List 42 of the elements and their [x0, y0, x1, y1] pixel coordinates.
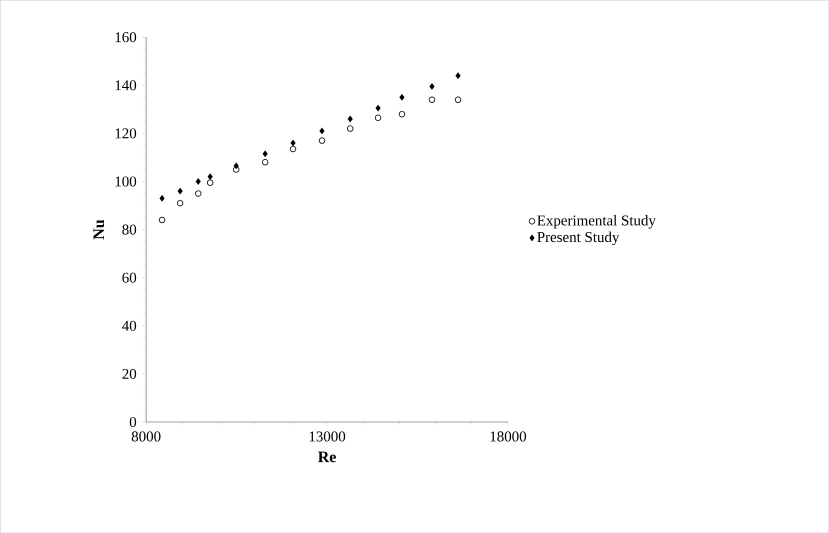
- y-axis-title: Nu: [94, 220, 104, 240]
- point: [319, 128, 325, 134]
- y-tick-label: 120: [116, 128, 136, 138]
- legend-label: Present Study: [537, 232, 620, 246]
- y-tick-label: 80: [122, 224, 136, 235]
- point: [195, 190, 202, 197]
- point: [178, 188, 183, 194]
- point: [399, 94, 405, 101]
- point: [318, 137, 326, 144]
- point: [428, 96, 436, 103]
- point: [206, 179, 214, 186]
- y-tick-label: 140: [116, 80, 136, 90]
- x-axis-title: Re: [318, 452, 336, 462]
- point: [158, 216, 166, 224]
- point: [454, 96, 462, 103]
- legend-label: Experimental Study: [537, 214, 656, 229]
- point: [374, 114, 382, 121]
- y-tick-label: 60: [122, 272, 136, 283]
- point: [429, 83, 435, 90]
- point: [375, 104, 381, 112]
- point: [196, 178, 201, 185]
- point: [262, 158, 268, 166]
- point: [348, 116, 353, 122]
- point: [290, 146, 296, 152]
- point: [234, 162, 239, 170]
- y-tick-label: 40: [122, 320, 136, 331]
- y-tick-label: 0: [130, 416, 136, 427]
- point: [347, 125, 354, 132]
- y-tick-label: 100: [116, 176, 136, 186]
- x-tick-label: 8000: [132, 431, 161, 442]
- point: [290, 140, 296, 146]
- point: [455, 72, 461, 79]
- x-tick-label: 18000: [490, 431, 526, 442]
- point: [176, 200, 184, 206]
- x-tick-label: 13000: [310, 431, 346, 442]
- y-tick-label: 160: [116, 32, 136, 42]
- y-tick-label: 20: [122, 368, 136, 379]
- point: [159, 194, 165, 202]
- point: [262, 150, 268, 158]
- point: [233, 166, 240, 173]
- point: [398, 110, 406, 118]
- point: [208, 173, 213, 180]
